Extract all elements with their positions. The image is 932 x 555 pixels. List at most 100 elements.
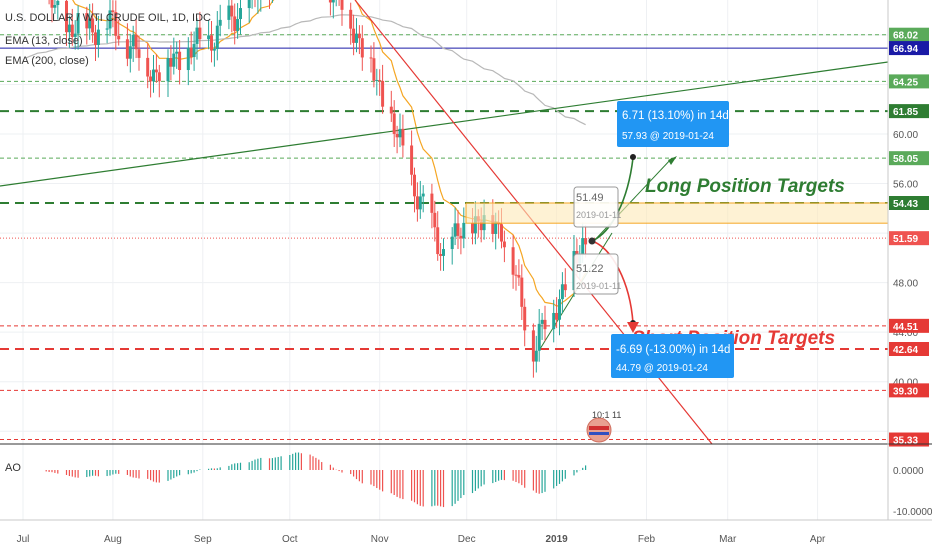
candle-body bbox=[152, 69, 155, 82]
candle-body bbox=[192, 43, 196, 58]
candle-body bbox=[558, 299, 561, 320]
candle-body bbox=[552, 312, 556, 330]
candle-body bbox=[131, 34, 135, 47]
candle-body bbox=[128, 46, 132, 59]
candle-body bbox=[502, 241, 506, 248]
price-badge bbox=[889, 74, 929, 89]
candle-body bbox=[375, 79, 379, 81]
long-point-box[interactable] bbox=[573, 186, 619, 228]
candle-body bbox=[514, 274, 518, 276]
x-axis-label: Sep bbox=[194, 534, 212, 545]
price-badge-label: 61.85 bbox=[893, 107, 918, 118]
event-flag-icon[interactable]: 10:1 11 bbox=[586, 410, 621, 443]
price-badge bbox=[889, 196, 929, 210]
price-badge bbox=[889, 432, 929, 447]
candle-body bbox=[125, 39, 129, 59]
price-badge bbox=[889, 41, 929, 56]
candle-body bbox=[88, 18, 92, 29]
candle-body bbox=[70, 24, 74, 37]
price-badge-label: 64.25 bbox=[893, 77, 918, 88]
candle-body bbox=[189, 47, 193, 58]
ao-axis-tick: 0.0000 bbox=[893, 466, 924, 477]
candle-body bbox=[175, 51, 179, 54]
y-axis-tick: 56.00 bbox=[893, 180, 918, 191]
candle-body bbox=[398, 128, 402, 138]
candle-body bbox=[421, 193, 425, 197]
candle-body bbox=[357, 33, 361, 39]
candle-body bbox=[369, 57, 373, 59]
candle-body bbox=[471, 222, 474, 234]
candle-body bbox=[378, 79, 382, 81]
candle-body bbox=[563, 284, 567, 291]
price-badge-label: 54.43 bbox=[893, 199, 918, 210]
candle-body bbox=[389, 106, 393, 114]
candle-body bbox=[392, 113, 396, 134]
long-point-date: 2019-01-11 bbox=[576, 210, 621, 220]
candle-body bbox=[207, 35, 211, 40]
short-info-box[interactable] bbox=[611, 334, 734, 378]
x-axis-label: Feb bbox=[638, 534, 656, 545]
candle-body bbox=[56, 0, 60, 6]
price-badge-label: 35.33 bbox=[893, 436, 918, 447]
candle-body bbox=[172, 53, 176, 67]
candle-body bbox=[166, 57, 170, 82]
candle-body bbox=[91, 18, 95, 33]
candle-body bbox=[543, 319, 547, 330]
candle-body bbox=[239, 8, 242, 20]
candle-body bbox=[433, 212, 437, 228]
candle-body bbox=[352, 28, 356, 43]
candle-body bbox=[331, 0, 335, 3]
price-badge-label: 68.02 bbox=[893, 31, 918, 42]
candle-body bbox=[108, 10, 112, 29]
short-point-box[interactable] bbox=[573, 253, 619, 295]
candle-body bbox=[149, 76, 153, 82]
candle-body bbox=[349, 9, 353, 29]
candle-body bbox=[233, 16, 237, 31]
y-axis-tick: 48.00 bbox=[893, 279, 918, 290]
candle-body bbox=[218, 19, 222, 26]
long-point-price: 51.49 bbox=[576, 192, 604, 204]
candle-body bbox=[328, 0, 332, 3]
candle-body bbox=[418, 196, 422, 210]
price-badge bbox=[889, 151, 929, 166]
candle-body bbox=[415, 196, 419, 210]
candle-body bbox=[111, 10, 115, 13]
symbol-title: U.S. DOLLAR / WTI CRUDE OIL, 1D, IDC bbox=[5, 12, 211, 24]
candle-body bbox=[230, 5, 234, 17]
short-point-date: 2019-01-11 bbox=[576, 281, 621, 291]
candle-body bbox=[462, 222, 466, 239]
candle-body bbox=[511, 247, 515, 275]
x-axis-label: Mar bbox=[719, 534, 737, 545]
price-badge-label: 42.64 bbox=[893, 345, 918, 356]
candle-body bbox=[517, 275, 521, 278]
candle-body bbox=[355, 33, 358, 43]
ema200-legend: EMA (200, close) bbox=[5, 55, 89, 67]
candle-body bbox=[65, 0, 68, 33]
price-badge bbox=[889, 104, 929, 119]
resistance-zone bbox=[465, 202, 889, 224]
long-info-box[interactable] bbox=[617, 101, 729, 147]
short-arrow-head bbox=[627, 322, 639, 333]
price-badge bbox=[889, 383, 929, 398]
short-info-line1: -6.69 (-13.00%) in 14d bbox=[616, 344, 730, 356]
candle-body bbox=[531, 330, 535, 362]
candle-body bbox=[560, 284, 564, 300]
candle-body bbox=[154, 69, 158, 73]
candle-body bbox=[105, 28, 109, 30]
candle-body bbox=[500, 224, 503, 242]
candle-body bbox=[53, 5, 57, 8]
candle-body bbox=[73, 33, 77, 37]
candle-body bbox=[157, 72, 161, 82]
candle-body bbox=[456, 223, 460, 236]
candle-body bbox=[555, 312, 559, 320]
price-badge bbox=[889, 27, 929, 42]
candle-body bbox=[520, 277, 524, 307]
candle-body bbox=[459, 235, 463, 239]
price-badge-label: 58.05 bbox=[893, 154, 918, 165]
candle-body bbox=[76, 13, 80, 34]
x-axis-label: 2019 bbox=[545, 534, 568, 545]
